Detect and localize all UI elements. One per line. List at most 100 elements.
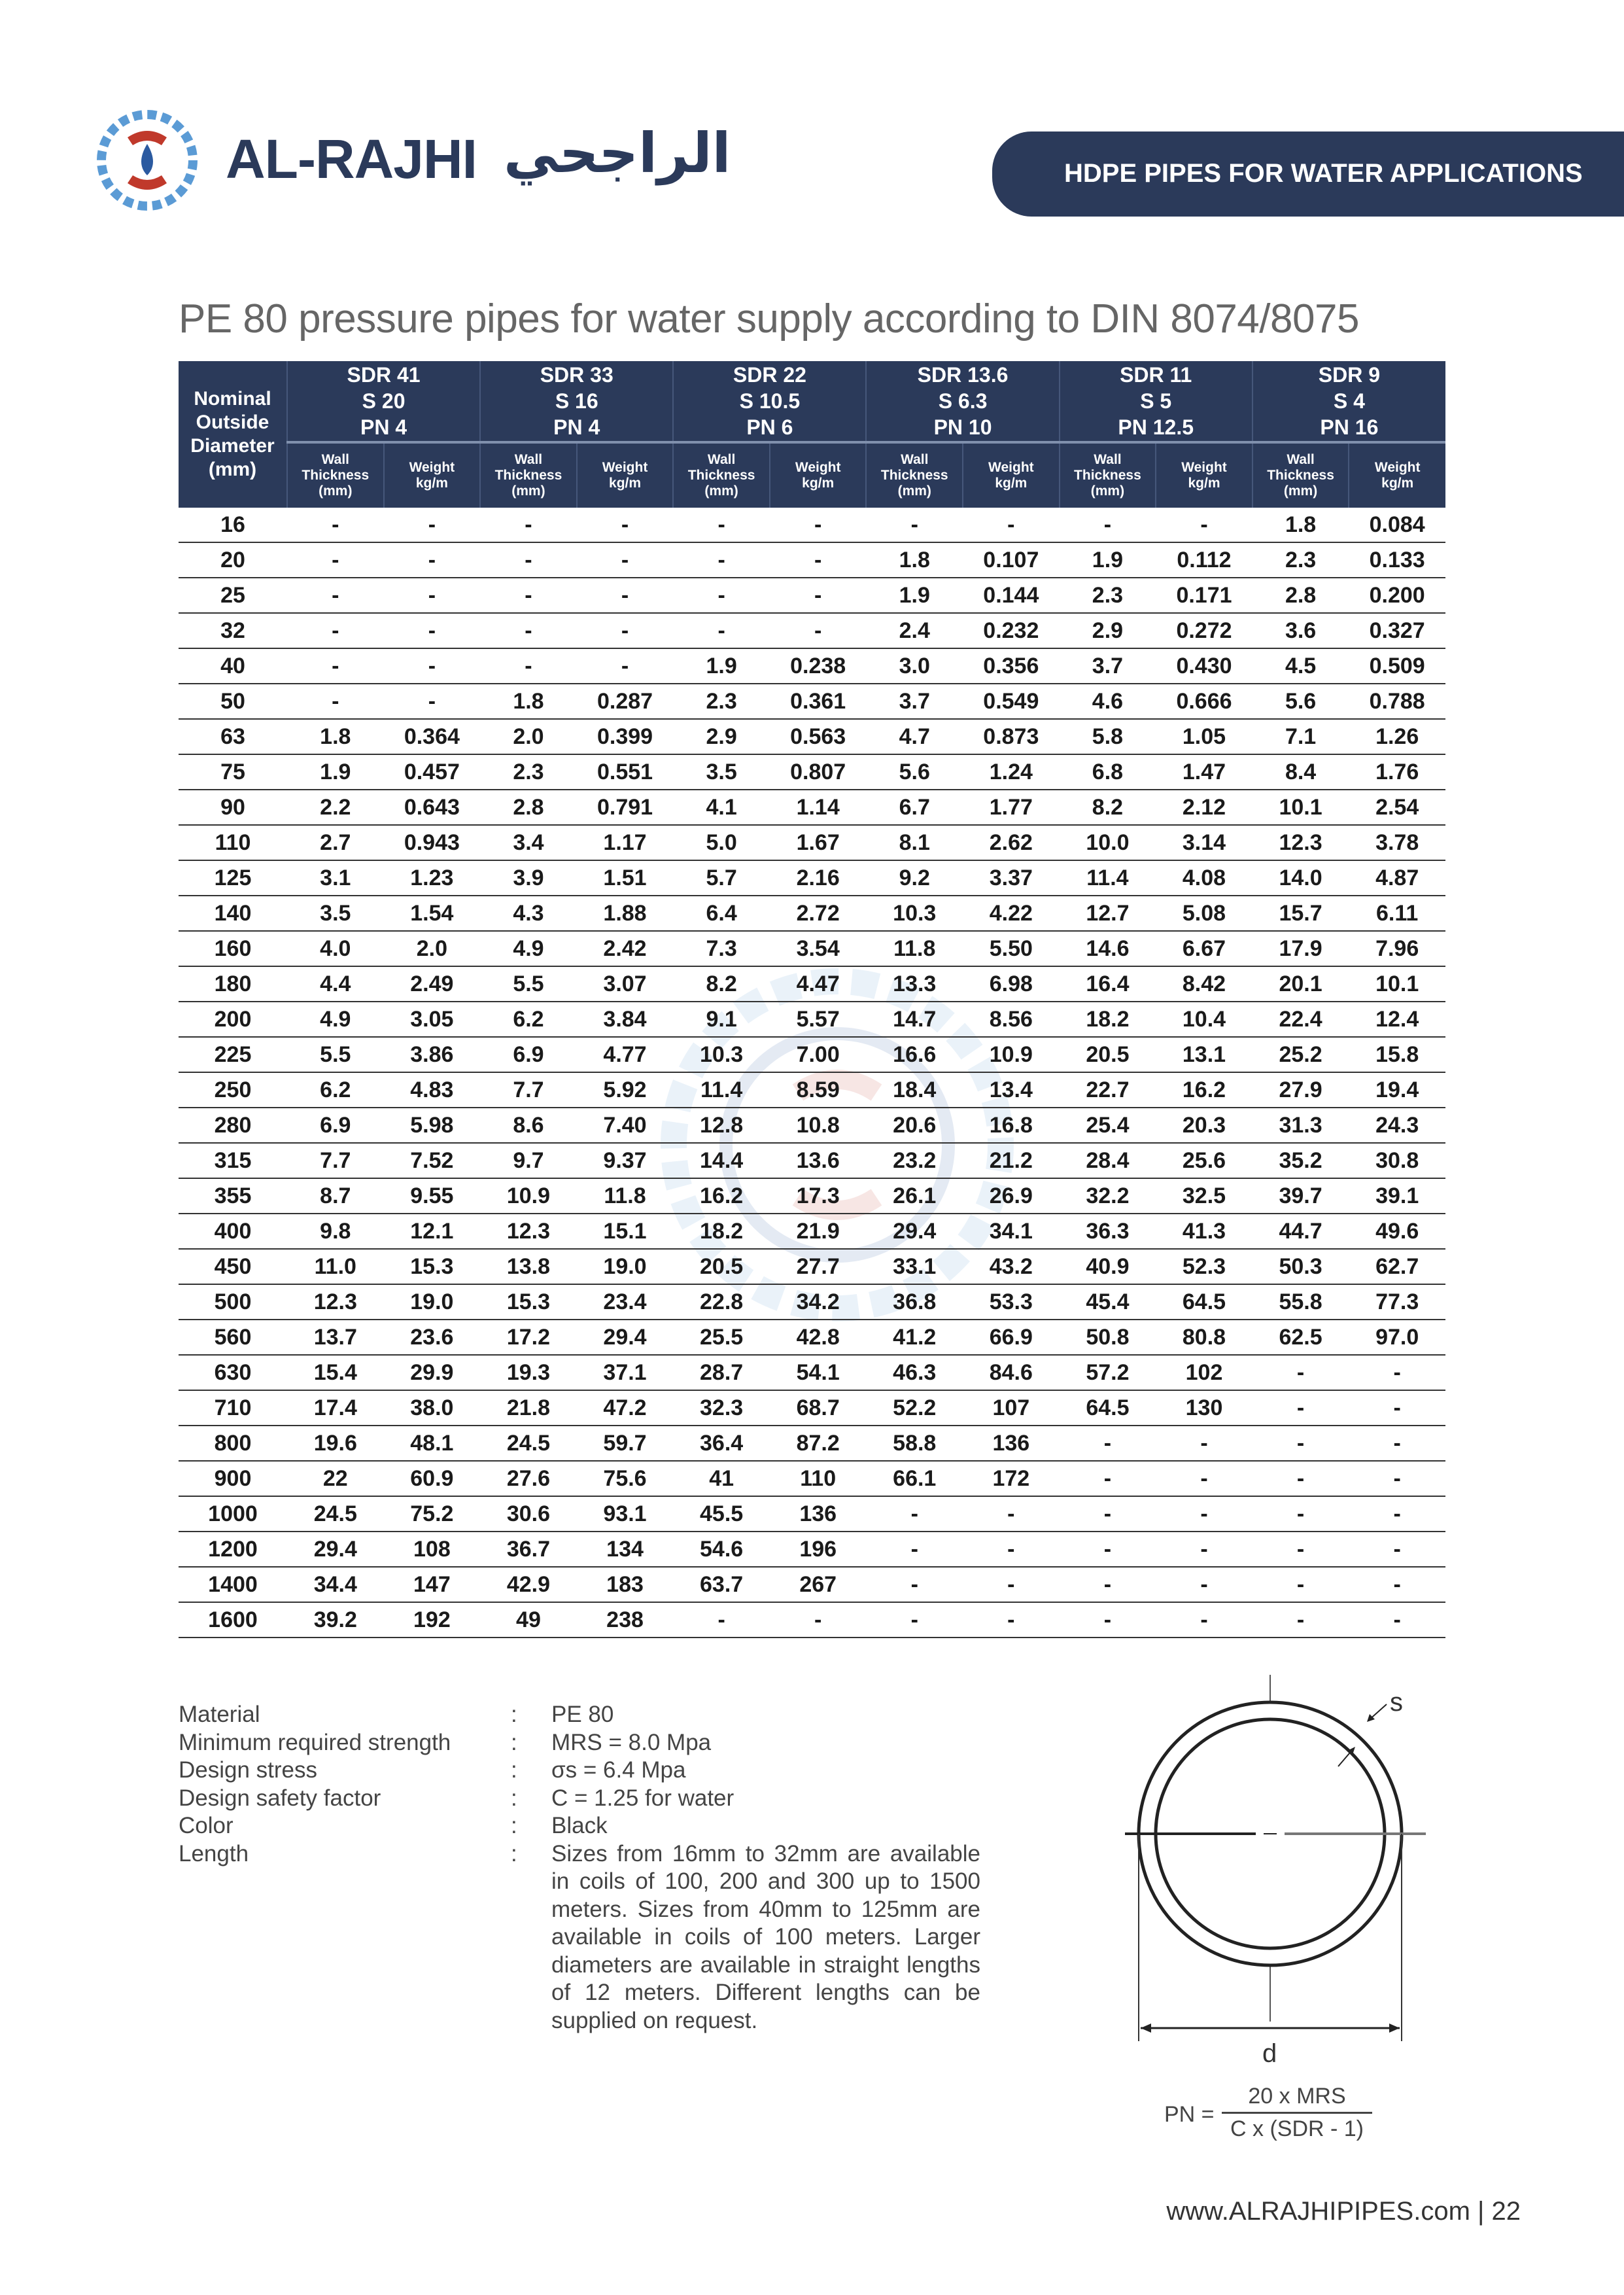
wall-thickness-cell: 8.2 <box>1059 790 1156 826</box>
weight-cell: 3.05 <box>383 1002 481 1038</box>
weight-cell: 3.86 <box>383 1037 481 1073</box>
wall-thickness-cell: - <box>673 1602 770 1638</box>
weight-cell: - <box>383 684 481 720</box>
wall-thickness-cell: 3.4 <box>480 825 577 861</box>
wall-thickness-cell: 9.2 <box>866 860 963 896</box>
spec-separator: : <box>511 1813 517 1838</box>
wall-thickness-cell: 6.4 <box>673 896 770 932</box>
weight-cell: 3.07 <box>576 966 674 1002</box>
weight-cell: 0.509 <box>1349 648 1445 684</box>
group-sdr: SDR 9 <box>1318 363 1381 387</box>
spec-value: MRS = 8.0 Mpa <box>551 1729 712 1755</box>
wall-thickness-cell: 41.2 <box>866 1320 963 1356</box>
wall-thickness-cell: 4.1 <box>673 790 770 826</box>
weight-cell: 64.5 <box>1156 1284 1253 1320</box>
weight-cell: 49.6 <box>1349 1214 1445 1250</box>
wall-thickness-cell: 34.4 <box>287 1567 384 1603</box>
weight-cell: 97.0 <box>1349 1320 1445 1356</box>
wall-thickness-cell: - <box>480 613 577 649</box>
weight-header: Weight kg/m <box>1348 442 1445 508</box>
wall-thickness-cell: - <box>1252 1496 1349 1532</box>
weight-cell: 0.873 <box>963 719 1060 755</box>
sub-header-line: Wall <box>901 452 929 467</box>
table-row: 500 12.3 19.0 15.3 23.4 22.8 34.2 36.8 53.3 45.4 6… <box>179 1284 1445 1320</box>
weight-cell: - <box>769 542 867 578</box>
wall-thickness-cell: 28.4 <box>1059 1143 1156 1179</box>
weight-header: Weight kg/m <box>576 442 674 508</box>
wall-thickness-cell: 26.1 <box>866 1178 963 1214</box>
header-line: Nominal <box>194 388 271 410</box>
wall-thickness-cell: 2.2 <box>287 790 384 826</box>
wall-thickness-cell: 11.0 <box>287 1249 384 1285</box>
weight-cell: 0.144 <box>963 578 1060 614</box>
nominal-diameter-cell: 1600 <box>179 1602 287 1638</box>
nominal-diameter-cell: 1000 <box>179 1496 287 1532</box>
weight-cell: - <box>769 508 867 543</box>
weight-cell: 8.56 <box>963 1002 1060 1038</box>
wall-thickness-cell: 2.8 <box>1252 578 1349 614</box>
sdr-group-header: SDR 33 S 16 PN 4 <box>479 361 674 444</box>
wall-thickness-cell: 4.9 <box>287 1002 384 1038</box>
weight-cell: 4.08 <box>1156 860 1253 896</box>
weight-cell: 183 <box>576 1567 674 1603</box>
weight-cell: 13.1 <box>1156 1037 1253 1073</box>
wall-thickness-cell: - <box>673 542 770 578</box>
nominal-diameter-cell: 1400 <box>179 1567 287 1603</box>
wall-thickness-cell: 39.2 <box>287 1602 384 1638</box>
weight-cell: 0.084 <box>1349 508 1445 543</box>
formula-lhs: PN = <box>1164 2102 1215 2127</box>
wall-thickness-cell: 2.3 <box>1252 542 1349 578</box>
weight-cell: - <box>576 613 674 649</box>
wall-thickness-cell: - <box>673 578 770 614</box>
weight-cell: 1.88 <box>576 896 674 932</box>
weight-cell: - <box>576 542 674 578</box>
weight-cell: 0.551 <box>576 754 674 790</box>
wall-thickness-cell: 10.0 <box>1059 825 1156 861</box>
wall-thickness-cell: - <box>480 648 577 684</box>
weight-cell: 0.643 <box>383 790 481 826</box>
wall-thickness-cell: 6.9 <box>287 1108 384 1144</box>
weight-cell: 62.7 <box>1349 1249 1445 1285</box>
spec-label: Length <box>179 1840 249 1866</box>
weight-cell: 32.5 <box>1156 1178 1253 1214</box>
wall-thickness-cell: 55.8 <box>1252 1284 1349 1320</box>
weight-cell: 7.52 <box>383 1143 481 1179</box>
wall-thickness-cell: 19.6 <box>287 1426 384 1462</box>
weight-cell: 2.42 <box>576 931 674 967</box>
wall-thickness-label: s <box>1390 1688 1403 1717</box>
spec-value: σs = 6.4 Mpa <box>551 1757 686 1783</box>
weight-cell: 2.12 <box>1156 790 1253 826</box>
wall-thickness-cell: 7.3 <box>673 931 770 967</box>
pipe-spec-table: Nominal Outside Diameter (mm) SDR 41 S 20… <box>179 361 1445 1638</box>
wall-thickness-cell: 1.9 <box>287 754 384 790</box>
weight-cell: - <box>383 508 481 543</box>
wall-thickness-cell: 27.9 <box>1252 1072 1349 1108</box>
wall-thickness-cell: 16.2 <box>673 1178 770 1214</box>
weight-cell: - <box>963 1602 1060 1638</box>
wall-thickness-cell: - <box>1252 1426 1349 1462</box>
weight-cell: 102 <box>1156 1355 1253 1391</box>
sub-header-line: Thickness <box>687 468 755 483</box>
wall-thickness-header: Wall Thickness (mm) <box>1058 442 1156 508</box>
weight-cell: 39.1 <box>1349 1178 1445 1214</box>
wall-thickness-cell: 6.9 <box>480 1037 577 1073</box>
weight-cell: 10.4 <box>1156 1002 1253 1038</box>
wall-thickness-cell: 1.9 <box>673 648 770 684</box>
table-row: 16- - - - - - - - - -1.8 0.084 <box>179 508 1445 543</box>
wall-thickness-cell: - <box>1059 1567 1156 1603</box>
weight-cell: 5.08 <box>1156 896 1253 932</box>
weight-cell: - <box>769 578 867 614</box>
group-sdr: SDR 11 <box>1120 363 1192 387</box>
table-row: 400 9.8 12.1 12.3 15.1 18.2 21.9 29.4 34.1 36.3 41… <box>179 1214 1445 1250</box>
group-sdr: SDR 41 <box>347 363 421 387</box>
weight-cell: 13.6 <box>769 1143 867 1179</box>
wall-thickness-cell: 45.4 <box>1059 1284 1156 1320</box>
sub-header-line: kg/m <box>1188 476 1220 491</box>
sub-header-line: Weight <box>988 460 1034 475</box>
sub-header-line: Weight <box>409 460 455 475</box>
table-row: 140 3.5 1.54 4.3 1.88 6.4 2.72 10.3 4.22 12.7 5.08… <box>179 896 1445 932</box>
weight-cell: - <box>576 648 674 684</box>
table-row: 110 2.7 0.943 3.4 1.17 5.0 1.67 8.1 2.62 10.0 3.14… <box>179 825 1445 861</box>
nominal-diameter-cell: 710 <box>179 1390 287 1426</box>
wall-thickness-cell: 4.0 <box>287 931 384 967</box>
